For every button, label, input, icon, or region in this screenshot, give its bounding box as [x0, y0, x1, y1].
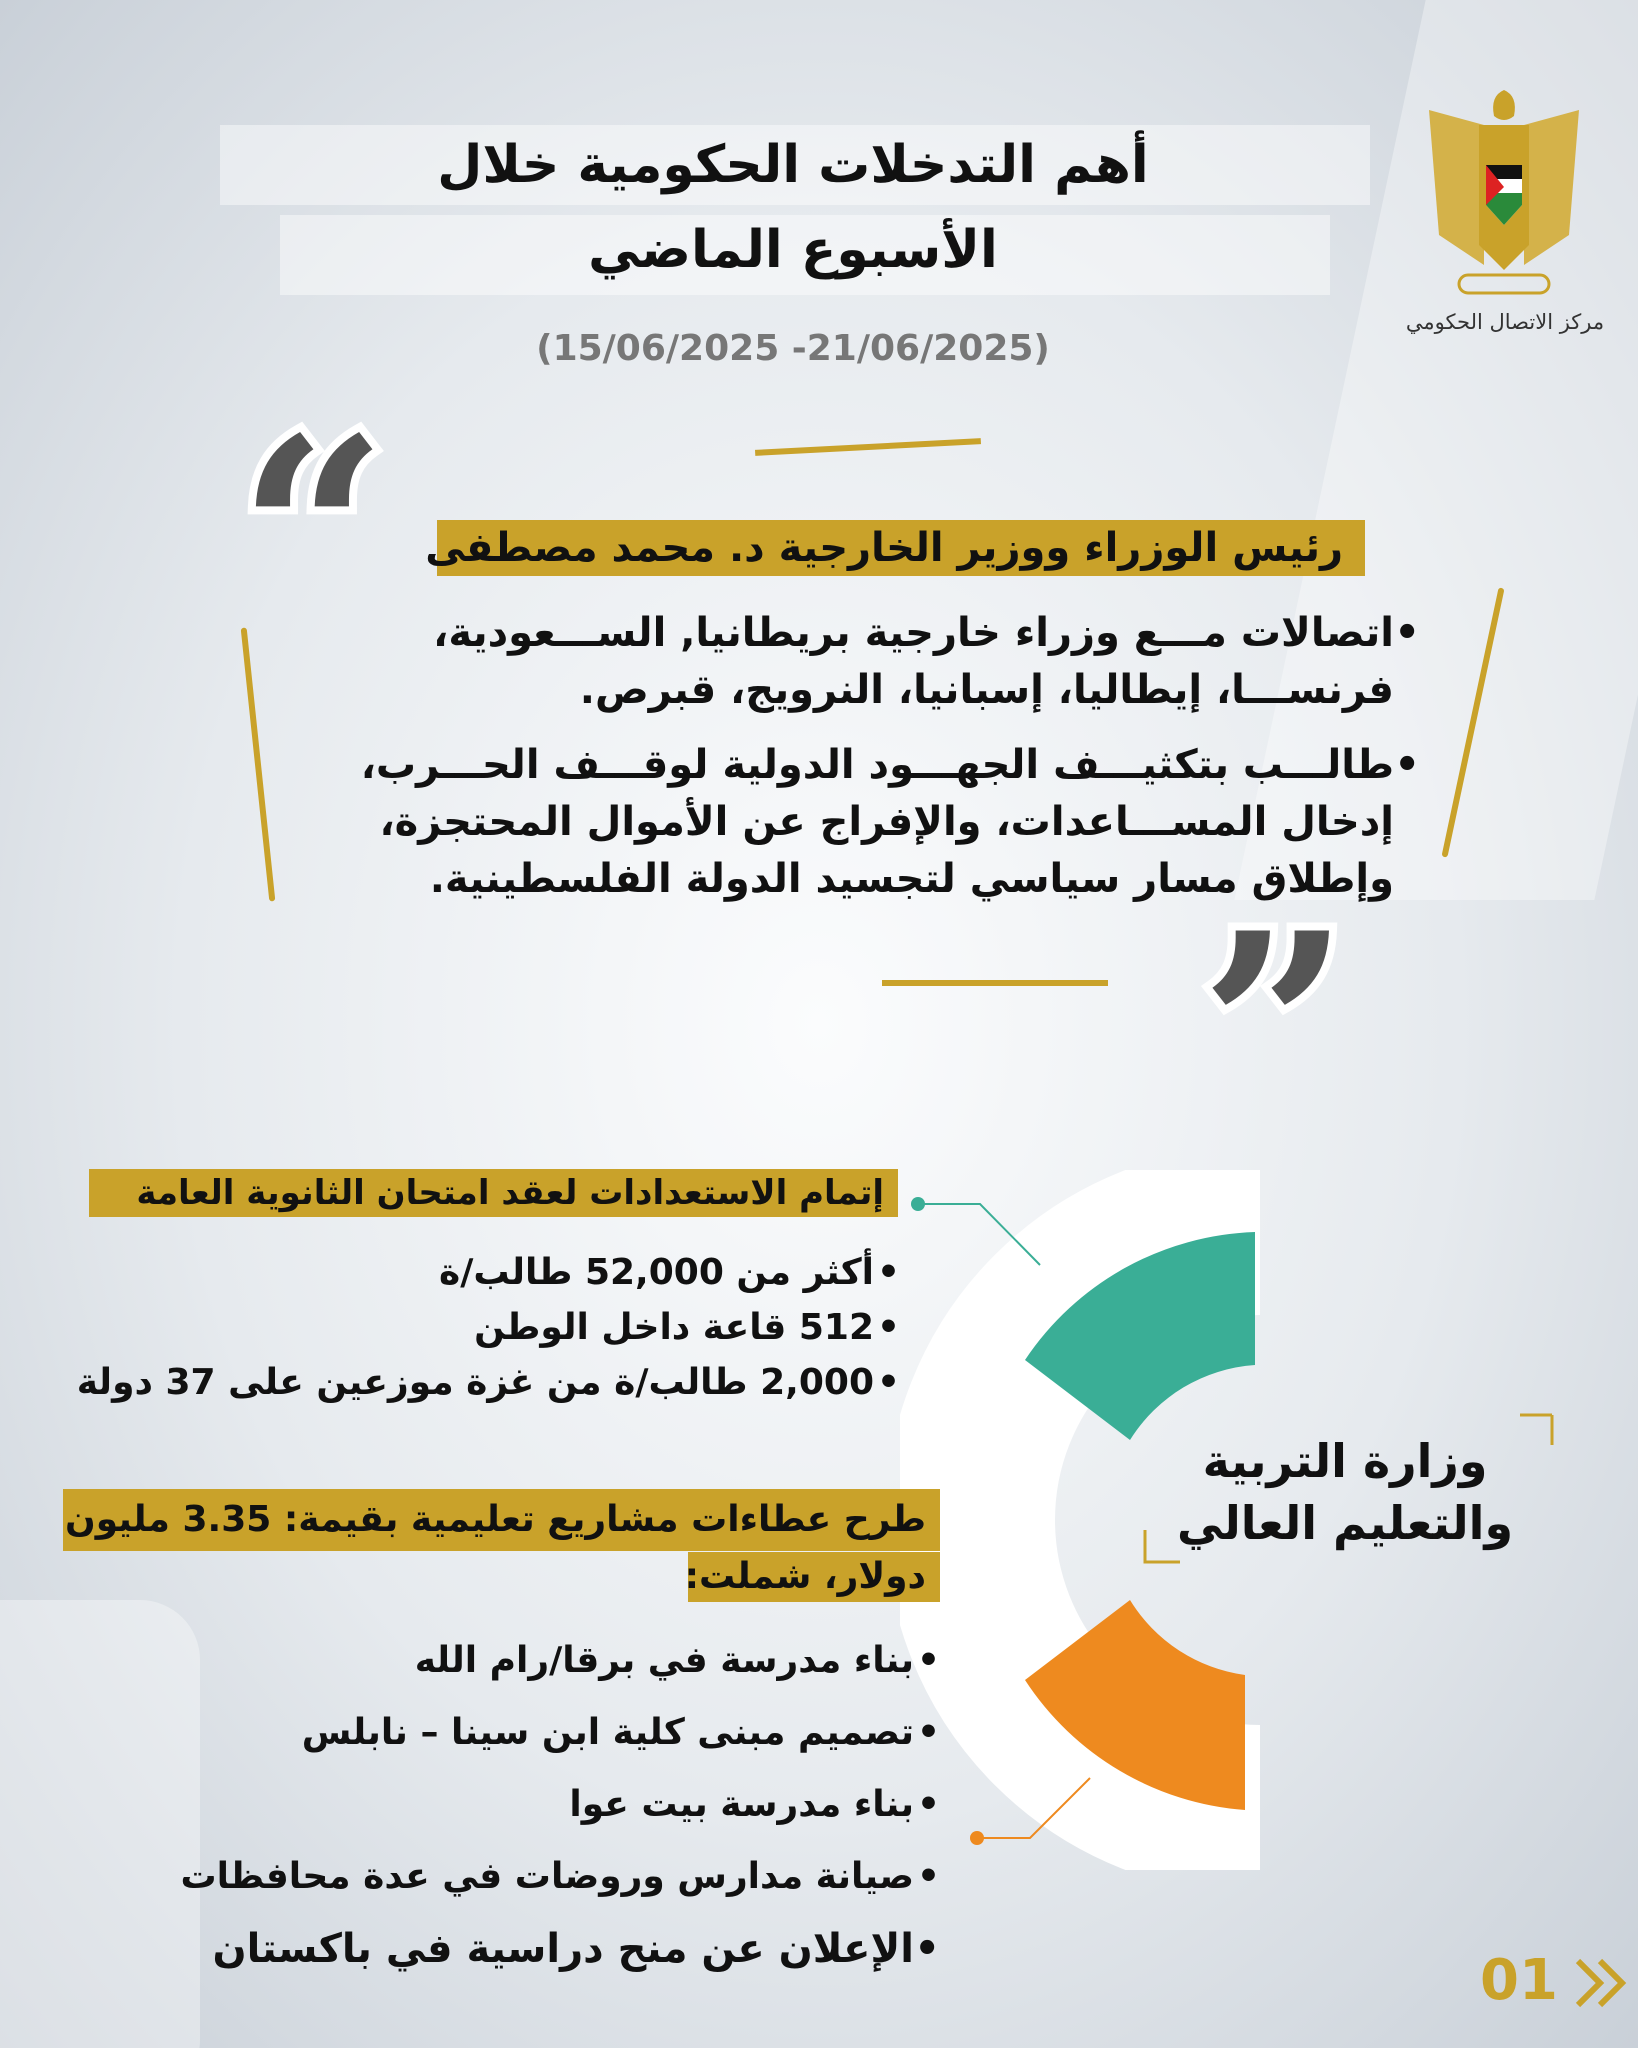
- decor-line: [754, 438, 982, 456]
- decor-line: [882, 980, 1108, 986]
- list-item: صيانة مدارس وروضات في عدة محافظات: [40, 1841, 940, 1913]
- projects-bullets: بناء مدرسة في برقا/رام الله تصميم مبنى ك…: [40, 1625, 940, 1985]
- list-item: طالـــب بتكثيـــف الجهـــود الدولية لوقـ…: [290, 737, 1420, 908]
- projects-heading-line2: دولار، شملت:: [685, 1552, 940, 1602]
- ministry-name: وزارة التربية والتعليم العالي: [1150, 1430, 1540, 1554]
- exam-bullets: أكثر من 52,000 طالب/ة 512 قاعة داخل الوط…: [0, 1245, 900, 1410]
- ministry-name-line2: والتعليم العالي: [1176, 1496, 1514, 1550]
- speaker-banner: رئيس الوزراء ووزير الخارجية د. محمد مصطف…: [425, 520, 1365, 576]
- teal-segment: [1025, 1232, 1255, 1440]
- orange-segment: [1025, 1600, 1245, 1810]
- bg-band: [220, 125, 1370, 205]
- logo-caption: مركز الاتصال الحكومي: [1405, 310, 1605, 334]
- speaker-bullets: اتصالات مـــع وزراء خارجية بريطانيا, الس…: [290, 605, 1420, 908]
- title-line1: أهم التدخلات الحكومية خلال: [437, 135, 1149, 195]
- page-number: 01: [1480, 1948, 1558, 2013]
- bg-band: [280, 215, 1330, 295]
- list-item: تصميم مبنى كلية ابن سينا – نابلس: [40, 1697, 940, 1769]
- list-item: 512 قاعة داخل الوطن: [0, 1300, 900, 1355]
- date-range: (15/06/2025 -21/06/2025): [536, 328, 1050, 369]
- list-item: بناء مدرسة في برقا/رام الله: [40, 1625, 940, 1697]
- exam-heading: إتمام الاستعدادات لعقد امتحان الثانوية ا…: [89, 1169, 898, 1217]
- ministry-name-line1: وزارة التربية: [1202, 1434, 1488, 1488]
- list-item: اتصالات مـــع وزراء خارجية بريطانيا, الس…: [290, 605, 1420, 719]
- list-item: بناء مدرسة بيت عوا: [40, 1769, 940, 1841]
- c-ring-graphic: [900, 1170, 1554, 1870]
- list-item: الإعلان عن منح دراسية في باكستان: [40, 1913, 940, 1985]
- palestine-eagle-logo: [1429, 90, 1579, 295]
- title-line2: الأسبوع الماضي: [588, 220, 998, 280]
- close-quote-icon: ”: [1192, 877, 1358, 1182]
- double-chevron-icon[interactable]: [1572, 1955, 1632, 2011]
- list-item: 2,000 طالب/ة من غزة موزعين على 37 دولة: [0, 1355, 900, 1410]
- projects-heading-line1: طرح عطاءات مشاريع تعليمية بقيمة: 3.35 مل…: [63, 1489, 940, 1551]
- list-item: أكثر من 52,000 طالب/ة: [0, 1245, 900, 1300]
